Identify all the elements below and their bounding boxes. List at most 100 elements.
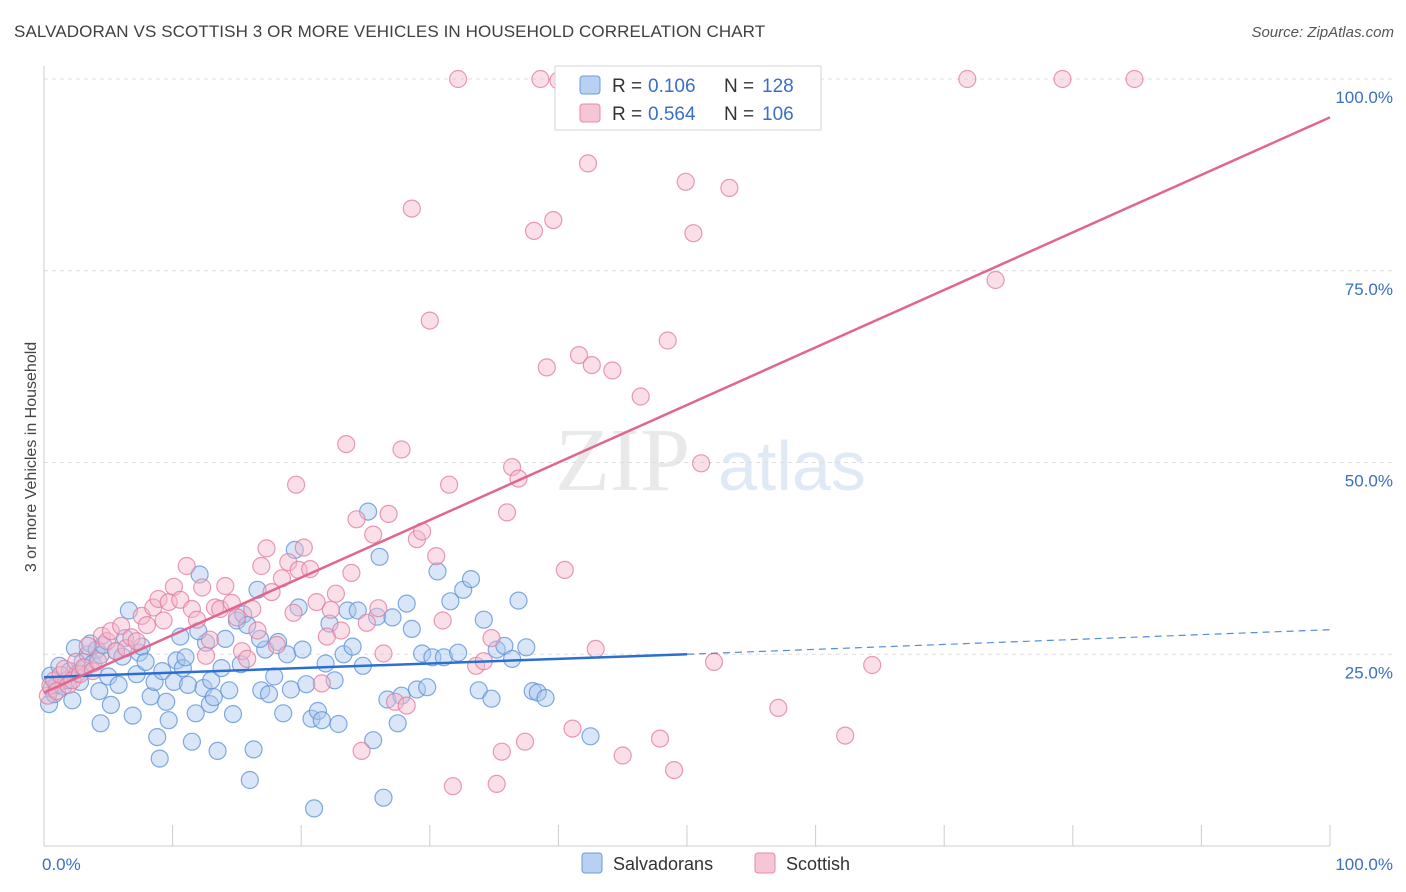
scottish-point bbox=[332, 621, 351, 640]
salvadorans-point bbox=[220, 681, 239, 700]
scottish-point bbox=[427, 546, 446, 566]
salvadorans-point bbox=[289, 598, 308, 617]
scottish-point bbox=[544, 211, 563, 230]
scottish-point bbox=[863, 655, 882, 675]
salvadorans-trend-extension bbox=[686, 629, 1331, 655]
series-legend-label-salvadorans[interactable]: Salvadorans bbox=[613, 854, 713, 874]
scottish-point bbox=[284, 603, 303, 622]
scottish-point bbox=[563, 719, 582, 738]
y-axis-label: 3 or more Vehicles in Household bbox=[23, 342, 40, 572]
legend-r-label-2: R = bbox=[612, 104, 642, 125]
scottish-point bbox=[502, 458, 522, 477]
scottish-point bbox=[449, 69, 468, 89]
scottish-point bbox=[321, 600, 340, 619]
salvadorans-point bbox=[316, 654, 335, 673]
watermark-zip: ZIP bbox=[555, 411, 690, 510]
salvadorans-point bbox=[91, 714, 110, 733]
salvadorans-point bbox=[297, 675, 316, 694]
salvadorans-point bbox=[413, 644, 432, 663]
salvadorans-point bbox=[308, 701, 327, 721]
scottish-point bbox=[676, 172, 695, 191]
y-tick-label: 100.0% bbox=[1335, 88, 1393, 107]
scottish-point bbox=[487, 774, 506, 794]
scottish-point bbox=[402, 199, 421, 218]
salvadorans-point bbox=[293, 640, 312, 659]
salvadorans-point bbox=[176, 648, 195, 667]
salvadorans-point bbox=[259, 684, 279, 704]
scottish-point bbox=[769, 698, 788, 718]
scottish-point bbox=[182, 599, 201, 619]
salvadorans-point bbox=[148, 727, 167, 747]
salvadorans-point bbox=[397, 594, 416, 613]
legend-n-value-scottish: 106 bbox=[762, 104, 794, 125]
series-legend-label-scottish[interactable]: Scottish bbox=[786, 854, 850, 874]
salvadorans-trend-line bbox=[43, 653, 688, 679]
scottish-point bbox=[537, 358, 556, 377]
salvadorans-point bbox=[402, 619, 421, 639]
scottish-point bbox=[352, 741, 371, 761]
salvadorans-point bbox=[348, 601, 367, 620]
scottish-point bbox=[177, 556, 196, 576]
salvadorans-point bbox=[216, 629, 235, 649]
scottish-point bbox=[149, 589, 168, 609]
salvadorans-point bbox=[212, 658, 231, 678]
scottish-point bbox=[524, 221, 544, 240]
salvadorans-point bbox=[383, 608, 402, 627]
scottish-point bbox=[986, 270, 1005, 290]
legend-n-label-2: N = bbox=[724, 104, 754, 125]
legend-r-value-scottish: 0.564 bbox=[648, 104, 696, 125]
salvadorans-point bbox=[388, 714, 407, 733]
salvadorans-points bbox=[39, 502, 600, 818]
x-tick-label-max: 100.0% bbox=[1335, 855, 1393, 874]
series-legend-swatch-scottish[interactable] bbox=[754, 852, 776, 874]
scottish-point bbox=[578, 154, 598, 173]
scottish-point bbox=[1053, 69, 1072, 89]
salvadorans-point bbox=[517, 638, 536, 657]
salvadorans-point bbox=[502, 649, 522, 669]
scottish-point bbox=[492, 742, 511, 761]
scottish-point bbox=[364, 525, 383, 544]
salvadorans-point bbox=[204, 688, 223, 707]
chart-title: SALVADORAN VS SCOTTISH 3 OR MORE VEHICLE… bbox=[14, 22, 766, 41]
salvadorans-point bbox=[244, 740, 263, 759]
scottish-point bbox=[257, 539, 276, 558]
salvadorans-point bbox=[274, 704, 293, 723]
scottish-point bbox=[684, 224, 703, 243]
scottish-point bbox=[586, 639, 605, 659]
y-tick-label: 50.0% bbox=[1345, 472, 1393, 491]
salvadorans-point bbox=[178, 675, 198, 695]
scottish-point bbox=[238, 649, 257, 669]
salvadorans-point bbox=[581, 727, 600, 746]
scottish-point bbox=[294, 538, 313, 557]
salvadorans-point bbox=[50, 656, 69, 675]
y-tick-label: 25.0% bbox=[1345, 663, 1393, 682]
salvadorans-point bbox=[281, 680, 300, 699]
scottish-point bbox=[386, 692, 405, 711]
salvadorans-point bbox=[509, 591, 528, 610]
salvadorans-point bbox=[159, 711, 178, 730]
scottish-point bbox=[279, 553, 298, 572]
y-tick-label: 75.0% bbox=[1345, 280, 1393, 299]
scottish-point bbox=[704, 652, 724, 672]
scottish-point bbox=[154, 611, 173, 630]
series-legend-swatch-salvadorans[interactable] bbox=[581, 852, 603, 874]
trend-lines bbox=[43, 116, 1331, 694]
scottish-point bbox=[958, 69, 977, 89]
salvadorans-point bbox=[265, 667, 284, 686]
salvadorans-point bbox=[441, 592, 460, 611]
series-legend: Salvadorans Scottish bbox=[581, 852, 850, 874]
salvadorans-point bbox=[123, 706, 142, 725]
scottish-point bbox=[603, 361, 622, 380]
scottish-point bbox=[392, 440, 411, 459]
watermark: ZIP atlas bbox=[555, 411, 866, 510]
salvadorans-point bbox=[269, 632, 288, 652]
salvadorans-point bbox=[536, 688, 555, 708]
scottish-point bbox=[482, 628, 501, 648]
scottish-point bbox=[193, 578, 212, 597]
salvadorans-point bbox=[449, 643, 468, 662]
correlation-legend: R = 0.106 N = 128 R = 0.564 N = 106 bbox=[554, 65, 822, 131]
legend-swatch-salvadorans bbox=[579, 75, 601, 95]
scottish-point bbox=[420, 311, 439, 330]
scottish-point bbox=[379, 504, 398, 524]
